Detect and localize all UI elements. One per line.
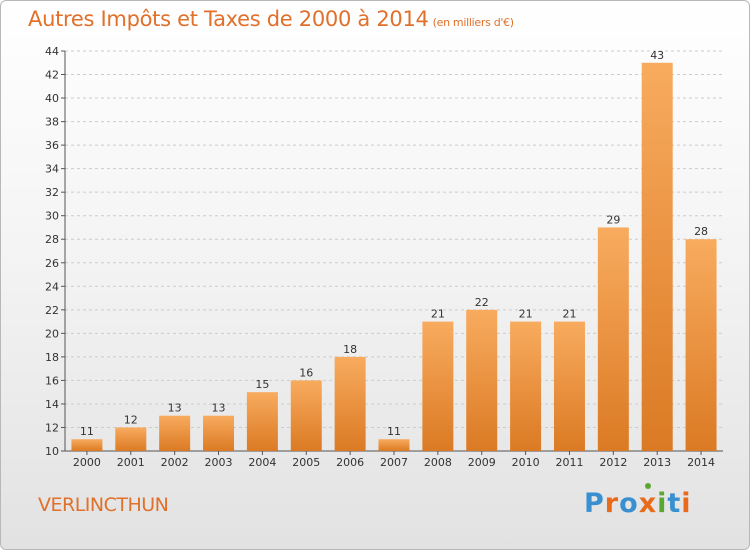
- logo-letter: o: [619, 488, 639, 519]
- data-label-2001: 12: [124, 413, 138, 426]
- x-tick-label: 2001: [117, 456, 145, 469]
- y-tick-label: 32: [45, 186, 59, 199]
- data-label-2008: 21: [431, 308, 445, 321]
- x-tick-label: 2012: [599, 456, 627, 469]
- logo-letter: P: [584, 488, 605, 519]
- y-tick-label: 22: [45, 304, 59, 317]
- bar-2011: [553, 321, 585, 451]
- bars: [71, 62, 717, 451]
- x-tick-label: 2005: [292, 456, 320, 469]
- bar-2010: [510, 321, 542, 451]
- bar-2009: [466, 309, 498, 451]
- proxiti-logo[interactable]: Proxiti: [584, 483, 692, 519]
- x-tick-label: 2013: [643, 456, 671, 469]
- logo-letter: r: [604, 488, 620, 519]
- x-tick-label: 2000: [73, 456, 101, 469]
- chart-subtitle: (en milliers d'€): [432, 16, 514, 29]
- y-tick-label: 10: [45, 445, 59, 458]
- x-tick-label: 2006: [336, 456, 364, 469]
- data-label-2006: 18: [343, 343, 357, 356]
- axes: 10 12 14 16 18 20 22 24 26 28 30 32 34 36 38 40 42 44 2000…: [45, 45, 723, 469]
- data-label-2011: 21: [562, 308, 576, 321]
- data-label-2013: 43: [650, 49, 664, 62]
- data-label-2007: 11: [387, 425, 401, 438]
- y-tick-label: 42: [45, 69, 59, 82]
- y-tick-label: 40: [45, 92, 59, 105]
- data-labels: 11 12 13 13 15 16 18 11 21 22 21 21 29 43 28: [80, 49, 708, 438]
- bar-2004: [246, 392, 278, 451]
- bar-2014: [685, 239, 717, 451]
- y-tick-label: 34: [45, 163, 59, 176]
- logo-letter: t: [667, 488, 682, 519]
- bar-2013: [641, 62, 673, 451]
- x-tick-label: 2002: [161, 456, 189, 469]
- y-tick-label: 36: [45, 139, 59, 152]
- y-tick-label: 14: [45, 398, 59, 411]
- x-tick-label: 2004: [248, 456, 276, 469]
- chart-title-text: Autres Impôts et Taxes de 2000 à 2014: [28, 7, 429, 31]
- y-tick-label: 44: [45, 45, 59, 58]
- y-tick-label: 12: [45, 421, 59, 434]
- y-tick-label: 24: [45, 280, 59, 293]
- bar-2003: [203, 415, 235, 451]
- y-tick-label: 18: [45, 351, 59, 364]
- bar-2008: [422, 321, 454, 451]
- bar-2000: [71, 439, 103, 451]
- y-tick-label: 26: [45, 257, 59, 270]
- data-label-2010: 21: [519, 308, 533, 321]
- y-tick-label: 38: [45, 116, 59, 129]
- x-tick-label: 2009: [468, 456, 496, 469]
- data-label-2000: 11: [80, 425, 94, 438]
- chart-title: Autres Impôts et Taxes de 2000 à 2014 (en…: [28, 7, 514, 31]
- data-label-2002: 13: [168, 402, 182, 415]
- logo-letter: i: [657, 488, 668, 519]
- y-tick-label: 28: [45, 233, 59, 246]
- x-tick-label: 2007: [380, 456, 408, 469]
- data-label-2003: 13: [212, 402, 226, 415]
- x-tick-label: 2008: [424, 456, 452, 469]
- logo-letter: i: [681, 488, 692, 519]
- data-label-2014: 28: [694, 225, 708, 238]
- y-tick-label: 20: [45, 327, 59, 340]
- data-label-2009: 22: [475, 296, 489, 309]
- data-label-2012: 29: [606, 213, 620, 226]
- y-tick-label: 30: [45, 210, 59, 223]
- bar-2012: [597, 227, 629, 451]
- y-tick-label: 16: [45, 374, 59, 387]
- bar-2006: [334, 356, 366, 451]
- x-tick-label: 2014: [687, 456, 715, 469]
- data-label-2004: 15: [255, 378, 269, 391]
- x-tick-label: 2011: [555, 456, 583, 469]
- x-tick-label: 2010: [512, 456, 540, 469]
- data-label-2005: 16: [299, 366, 313, 379]
- bar-2005: [290, 380, 322, 451]
- commune-name: VERLINCTHUN: [38, 494, 169, 516]
- x-tick-label: 2003: [205, 456, 233, 469]
- logo-letter: x: [638, 483, 658, 519]
- bar-2007: [378, 439, 410, 451]
- bar-2001: [115, 427, 147, 451]
- bar-2002: [159, 415, 191, 451]
